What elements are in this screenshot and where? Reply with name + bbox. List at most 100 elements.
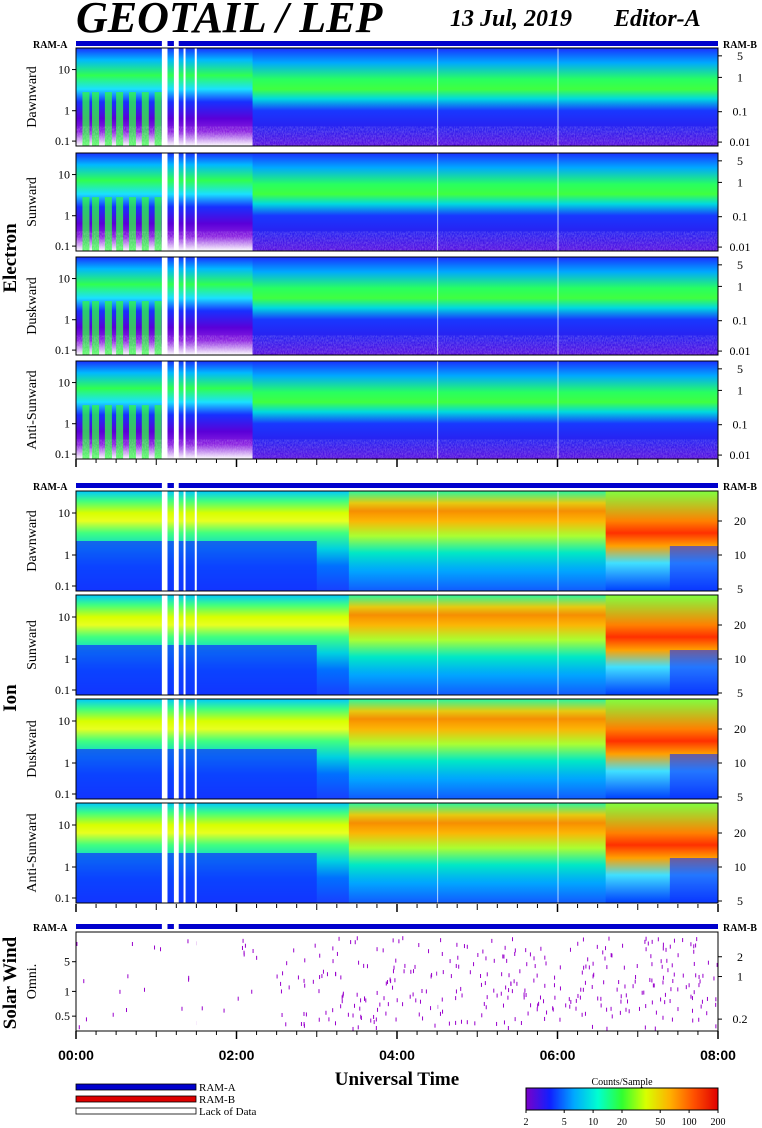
spectrogram [76,595,718,695]
solar-wind-count [645,1004,647,1009]
solar-wind-count [455,989,457,994]
data-gap [161,153,168,251]
y-tick-label: 0.1 [55,787,70,801]
electron-burst [141,301,149,355]
solar-wind-count [525,948,527,953]
spectrogram-fill-late [348,699,622,799]
solar-wind-count [507,995,509,1000]
solar-wind-count [592,961,594,966]
y-tick-label: 1 [64,104,70,118]
x-tick-label: 00:00 [58,1047,94,1063]
data-gap [183,491,186,591]
solar-wind-count [285,1022,287,1027]
y-tick-label: 1 [64,313,70,327]
data-gap [173,361,179,459]
y-tick-label: 0.1 [55,579,70,593]
panel-label: Omni. [25,964,40,999]
solar-wind-count [677,953,679,958]
solar-wind-count [503,954,505,959]
solar-wind-count [552,1006,554,1011]
solar-wind-count [363,996,365,1001]
electron-burst [82,92,90,146]
solar-wind-count [442,970,444,975]
ram-gap [173,924,179,929]
solar-wind-count [525,993,527,998]
solar-wind-count [491,938,493,943]
solar-wind-count [559,986,561,991]
solar-wind-count [486,972,488,977]
solar-wind-count [516,981,518,986]
solar-wind-count [625,1007,627,1012]
spectrogram [76,153,718,251]
legend-swatch-lack-of-data [75,1107,197,1115]
solar-wind-count [514,1017,516,1022]
solar-wind-count [635,975,637,980]
solar-wind-count [463,944,465,949]
y2-tick-label: 0.2 [733,1012,748,1026]
solar-wind-count [473,962,475,967]
panel-frame [75,698,719,800]
y2-tick-label: 5 [737,790,743,804]
solar-wind-count [565,1003,567,1008]
solar-wind-count [514,948,516,953]
solar-wind-count [716,962,718,967]
electron-burst [104,405,112,459]
solar-wind-count [503,1020,505,1025]
solar-wind-count [677,987,679,992]
solar-wind-count [665,947,667,952]
solar-wind-count [379,1002,381,1007]
y2-tick-label: 0.1 [733,105,748,119]
y2-tick-label: 0.1 [733,418,748,432]
solar-wind-count [701,999,703,1004]
ram-bar: RAM-A RAM-B [33,40,757,51]
solar-wind-count [579,995,581,1000]
solar-wind-count [690,942,692,947]
solar-wind-count [485,956,487,961]
solar-wind-count [373,1014,375,1019]
solar-wind-count [398,939,400,944]
solar-wind-count [395,958,397,963]
solar-wind-count [519,969,521,974]
solar-wind-count [460,1019,462,1024]
x-tick-label: 06:00 [540,1047,576,1063]
solar-wind-count [409,994,411,999]
panel-frame [75,47,719,147]
solar-wind-count [577,941,579,946]
solar-wind-count [644,939,646,944]
solar-wind-count [692,1018,694,1023]
solar-wind-count [583,965,585,970]
solar-wind-count [508,988,510,993]
solar-wind-count [504,945,506,950]
solar-wind-count [690,994,692,999]
y2-tick-label: 10 [734,756,746,770]
solar-wind-count [608,936,610,941]
solar-wind-count [650,954,652,959]
y2-tick-label: 5 [737,686,743,700]
solar-wind-count [641,990,643,995]
solar-wind-count [673,972,675,977]
solar-wind-count [660,959,662,964]
solar-wind-count [685,985,687,990]
solar-wind-count [501,972,503,977]
solar-wind-count [154,945,156,950]
solar-wind-count [603,980,605,985]
solar-wind-count [325,1010,327,1015]
solar-wind-count [591,984,593,989]
panel-label: Anti-Sunward [25,813,40,892]
solar-wind-count [280,989,282,994]
solar-wind-count [593,972,595,977]
solar-wind-count [276,974,278,979]
solar-wind-count [469,970,471,975]
legend-swatch-ram-a [75,1083,197,1091]
solar-wind-count [661,964,663,969]
y-tick-label: 0.1 [55,683,70,697]
solar-wind-count [664,992,666,997]
data-gap [194,803,197,903]
spectrogram [76,803,718,903]
y-tick-label: 5 [64,955,70,969]
solar-wind-count [410,969,412,974]
y2-tick-label: 10 [734,652,746,666]
solar-wind-count [366,964,368,969]
solar-wind-count [699,979,701,984]
spectrogram-fill-late [348,803,622,903]
